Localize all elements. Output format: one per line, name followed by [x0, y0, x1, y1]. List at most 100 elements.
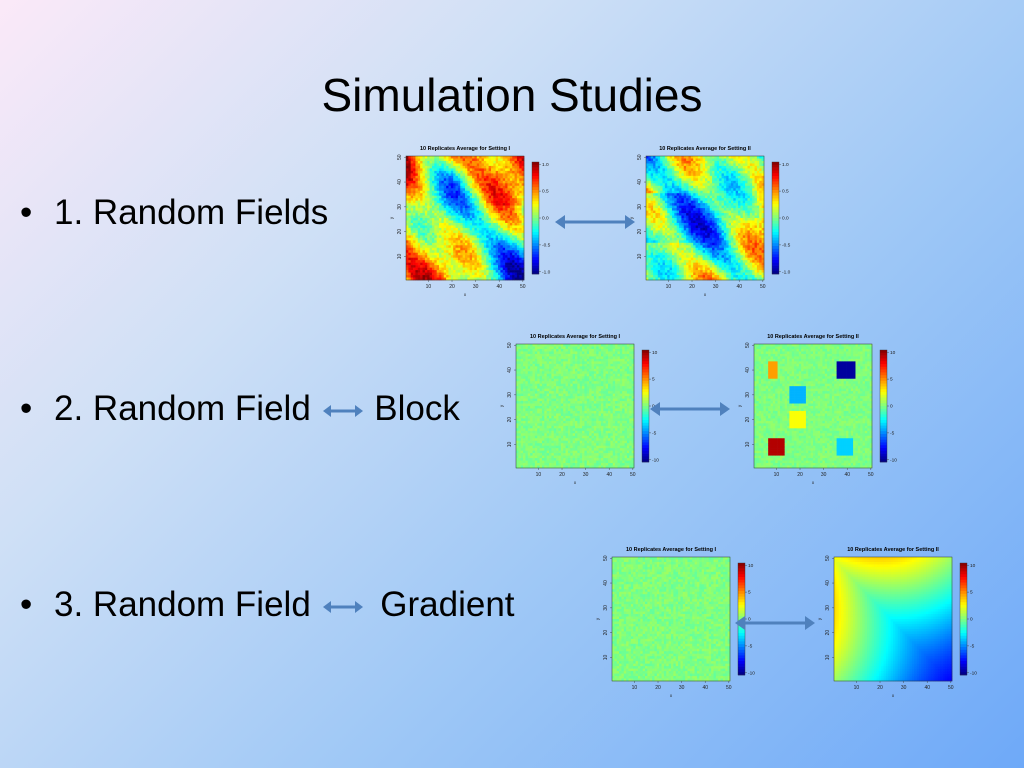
- heatmap-cell: [519, 237, 522, 241]
- heatmap-cell: [519, 260, 522, 263]
- heatmap-cell: [730, 242, 734, 246]
- heatmap-cell: [700, 170, 703, 174]
- heatmap-cell: [730, 178, 734, 182]
- heatmap-cell: [686, 257, 689, 261]
- heatmap-cell: [439, 232, 442, 236]
- heatmap-cell: [697, 222, 701, 226]
- heatmap-cell: [671, 277, 675, 281]
- heatmap-cell: [646, 213, 649, 216]
- heatmap-cell: [662, 168, 666, 172]
- heatmap-cell: [514, 158, 518, 162]
- heatmap-cell: [453, 210, 456, 214]
- heatmap-cell: [752, 180, 755, 184]
- heatmap-cell: [747, 252, 751, 256]
- heatmap-cell: [662, 205, 666, 209]
- heatmap-cell: [500, 183, 504, 187]
- heatmap-cell: [726, 195, 729, 199]
- plot-frame: [405, 155, 525, 281]
- heatmap-cell: [424, 232, 428, 236]
- heatmap-cell: [479, 235, 482, 239]
- heatmap-cell: [474, 235, 478, 239]
- heatmap-cell: [695, 237, 699, 241]
- heatmap-cell: [648, 190, 652, 194]
- heatmap-cell: [493, 180, 496, 184]
- heatmap-cell: [697, 220, 701, 224]
- heatmap-cell: [646, 175, 649, 179]
- heatmap-cell: [498, 208, 501, 211]
- heatmap-cell: [481, 252, 485, 256]
- heatmap-cell: [472, 247, 475, 251]
- heatmap-cell: [688, 205, 692, 209]
- heatmap-cell: [521, 165, 525, 169]
- heatmap-cell: [714, 185, 718, 189]
- heatmap-cell: [476, 270, 480, 273]
- heatmap-cell: [674, 188, 677, 192]
- heatmap-cell: [695, 267, 699, 271]
- heatmap-cell: [476, 195, 480, 199]
- heatmap-cell: [406, 193, 409, 196]
- heatmap-cell: [457, 173, 461, 177]
- heatmap-cell: [726, 160, 729, 164]
- heatmap-cell: [446, 235, 449, 239]
- heatmap-cell: [490, 185, 494, 189]
- heatmap-cell: [406, 208, 409, 211]
- heatmap-cell: [733, 220, 736, 224]
- heatmap-cell: [719, 225, 722, 229]
- heatmap-cell: [465, 185, 468, 189]
- heatmap-cell: [493, 203, 496, 206]
- heatmap-cell: [705, 240, 708, 244]
- heatmap-cell: [745, 267, 748, 271]
- heatmap-cell: [693, 255, 696, 258]
- heatmap-cell: [509, 193, 513, 196]
- heatmap-cell: [740, 170, 744, 174]
- heatmap-cell: [481, 205, 485, 209]
- heatmap-cell: [726, 257, 729, 261]
- heatmap-cell: [660, 275, 663, 278]
- colorbar-tick-label: -1.0: [542, 269, 551, 275]
- heatmap-cell: [714, 225, 718, 229]
- heatmap-cell: [457, 218, 461, 221]
- heatmap-cell: [679, 205, 682, 209]
- heatmap-cell: [422, 242, 426, 246]
- heatmap-cell: [728, 250, 732, 254]
- heatmap-cell: [697, 267, 701, 271]
- heatmap-cell: [486, 215, 489, 219]
- heatmap-cell: [679, 265, 682, 268]
- double-arrow-icon: [322, 600, 363, 613]
- heatmap-cell: [507, 190, 511, 194]
- heatmap-cell: [686, 272, 689, 276]
- heatmap-cell: [726, 198, 729, 201]
- heatmap-cell: [650, 158, 654, 162]
- heatmap-cell: [749, 168, 753, 172]
- heatmap-cell: [443, 252, 447, 256]
- heatmap-cell: [446, 250, 449, 254]
- heatmap-cell: [441, 165, 445, 169]
- heatmap-cell: [493, 193, 496, 196]
- heatmap-cell: [490, 158, 494, 162]
- heatmap-cell: [705, 195, 708, 199]
- heatmap-cell: [752, 203, 755, 206]
- heatmap-cell: [723, 222, 727, 226]
- heatmap-cell: [514, 208, 518, 211]
- heatmap-cell: [498, 222, 501, 226]
- heatmap-cell: [434, 272, 437, 276]
- heatmap-cell: [460, 160, 463, 164]
- heatmap-cell: [695, 240, 699, 244]
- heatmap-cell: [420, 265, 423, 268]
- heatmap-cell: [439, 222, 442, 226]
- y-tick-label: 10: [397, 253, 403, 259]
- heatmap-cell: [697, 190, 701, 194]
- heatmap-cell: [752, 235, 755, 239]
- heatmap-cell: [709, 267, 713, 271]
- heatmap-cell: [439, 252, 442, 256]
- heatmap-cell: [686, 175, 689, 179]
- heatmap-cell: [716, 237, 720, 241]
- heatmap-cell: [408, 180, 412, 184]
- heatmap-cell: [679, 242, 682, 246]
- heatmap-cell: [690, 272, 694, 276]
- heatmap-cell: [514, 215, 518, 219]
- heatmap-cell: [443, 180, 447, 184]
- heatmap-cell: [448, 170, 452, 174]
- heatmap-cell: [514, 180, 518, 184]
- heatmap-cell: [457, 270, 461, 273]
